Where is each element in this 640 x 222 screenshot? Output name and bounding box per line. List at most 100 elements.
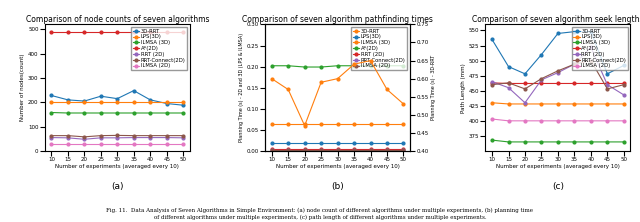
ILMSA (3D) xyxy=(268,123,276,126)
RRT-Connect(2D) xyxy=(604,87,611,90)
LPS(3D) xyxy=(179,101,187,104)
3D-RRT xyxy=(268,77,276,80)
ILMSA (3D) xyxy=(620,141,628,143)
A*(2D) xyxy=(81,30,88,33)
RRT (2D) xyxy=(383,148,391,151)
3D-RRT xyxy=(521,73,529,75)
ILMSA (3D) xyxy=(163,112,170,114)
RRT (2D) xyxy=(505,86,513,89)
3D-RRT xyxy=(64,99,72,101)
ILMSA (3D) xyxy=(367,123,374,126)
RRT-Connect(2D) xyxy=(521,87,529,90)
ILMSA (3D) xyxy=(554,141,562,143)
RRT (2D) xyxy=(620,94,628,96)
RRT (2D) xyxy=(284,148,292,151)
Title: Comparison of seven algorithm seek lengths: Comparison of seven algorithm seek lengt… xyxy=(472,15,640,24)
LPS(3D) xyxy=(505,103,513,105)
A*(2D) xyxy=(350,64,358,67)
Line: RRT (2D): RRT (2D) xyxy=(270,148,405,151)
Text: Fig. 11.  Data Analysis of Seven Algorithms in Simple Environment: (a) node coun: Fig. 11. Data Analysis of Seven Algorith… xyxy=(106,208,534,220)
ILMSA (2D) xyxy=(147,142,154,145)
LPS(3D) xyxy=(64,101,72,104)
ILMSA (2D) xyxy=(97,142,105,145)
3D-RRT xyxy=(334,77,342,80)
A*(2D) xyxy=(64,30,72,33)
ILMSA (2D) xyxy=(179,142,187,145)
RRT (2D) xyxy=(488,80,496,83)
A*(2D) xyxy=(587,82,595,85)
ILMSA (2D) xyxy=(587,119,595,122)
RRT-Connect(2D) xyxy=(64,134,72,137)
A*(2D) xyxy=(399,64,407,67)
A*(2D) xyxy=(163,30,170,33)
LPS(3D) xyxy=(47,101,55,104)
ILMSA (3D) xyxy=(521,141,529,143)
Line: ILMSA (2D): ILMSA (2D) xyxy=(50,142,184,145)
3D-RRT xyxy=(301,124,308,127)
LPS(3D) xyxy=(163,101,170,104)
3D-RRT xyxy=(179,104,187,107)
Line: RRT (2D): RRT (2D) xyxy=(491,46,625,104)
ILMSA (2D) xyxy=(399,149,407,151)
RRT-Connect(2D) xyxy=(538,77,545,80)
Line: 3D-RRT: 3D-RRT xyxy=(270,59,405,127)
ILMSA (3D) xyxy=(179,112,187,114)
A*(2D) xyxy=(334,64,342,67)
ILMSA (3D) xyxy=(97,112,105,114)
Line: ILMSA (2D): ILMSA (2D) xyxy=(270,149,405,151)
LPS(3D) xyxy=(113,101,121,104)
ILMSA (3D) xyxy=(64,112,72,114)
Text: (b): (b) xyxy=(332,182,344,191)
ILMSA (2D) xyxy=(367,149,374,151)
ILMSA (3D) xyxy=(147,112,154,114)
3D-RRT xyxy=(399,103,407,105)
A*(2D) xyxy=(268,64,276,67)
3D-RRT xyxy=(383,88,391,91)
LPS(3D) xyxy=(130,101,138,104)
LPS(3D) xyxy=(81,101,88,104)
ILMSA (2D) xyxy=(620,119,628,122)
ILMSA (3D) xyxy=(113,112,121,114)
RRT (2D) xyxy=(268,148,276,151)
3D-RRT xyxy=(554,32,562,35)
LPS(3D) xyxy=(538,103,545,105)
Line: RRT-Connect(2D): RRT-Connect(2D) xyxy=(50,134,184,138)
ILMSA (3D) xyxy=(587,141,595,143)
Line: RRT (2D): RRT (2D) xyxy=(50,136,184,141)
LPS(3D) xyxy=(97,101,105,104)
ILMSA (2D) xyxy=(301,149,308,151)
3D-RRT xyxy=(570,30,578,33)
RRT (2D) xyxy=(554,71,562,74)
LPS(3D) xyxy=(554,103,562,105)
3D-RRT xyxy=(538,53,545,56)
RRT (2D) xyxy=(521,101,529,104)
A*(2D) xyxy=(97,30,105,33)
Line: A*(2D): A*(2D) xyxy=(50,30,184,33)
A*(2D) xyxy=(317,66,325,68)
RRT (2D) xyxy=(587,46,595,49)
RRT (2D) xyxy=(538,79,545,81)
Line: LPS(3D): LPS(3D) xyxy=(50,101,184,104)
RRT-Connect(2D) xyxy=(554,69,562,72)
ILMSA (2D) xyxy=(554,119,562,122)
RRT-Connect(2D) xyxy=(620,83,628,86)
3D-RRT xyxy=(367,59,374,62)
ILMSA (2D) xyxy=(383,149,391,151)
Title: Comparison of seven algorithm pathfinding times: Comparison of seven algorithm pathfindin… xyxy=(242,15,433,24)
ILMSA (3D) xyxy=(383,123,391,126)
A*(2D) xyxy=(488,81,496,84)
Line: LPS(3D): LPS(3D) xyxy=(270,142,405,145)
RRT (2D) xyxy=(47,136,55,139)
3D-RRT xyxy=(147,99,154,101)
A*(2D) xyxy=(179,30,187,33)
RRT (2D) xyxy=(179,137,187,139)
3D-RRT xyxy=(488,38,496,41)
Line: RRT-Connect(2D): RRT-Connect(2D) xyxy=(491,59,625,90)
A*(2D) xyxy=(604,82,611,85)
RRT (2D) xyxy=(130,136,138,139)
3D-RRT xyxy=(284,88,292,91)
ILMSA (2D) xyxy=(538,119,545,122)
ILMSA (2D) xyxy=(317,149,325,151)
3D-RRT xyxy=(604,73,611,75)
A*(2D) xyxy=(521,82,529,85)
